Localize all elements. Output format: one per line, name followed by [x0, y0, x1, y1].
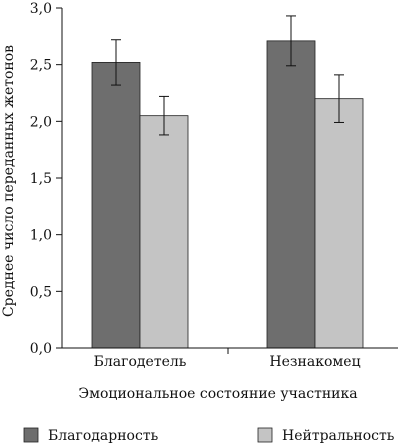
- y-tick-label: 2,5: [30, 58, 52, 74]
- bar-neutral-1: [314, 98, 364, 349]
- bar-gratitude-0: [91, 62, 141, 349]
- x-axis-categories: Благодетель Незнакомец: [94, 348, 361, 370]
- bars: [91, 40, 364, 349]
- bar-gratitude-1: [266, 40, 316, 349]
- error-bars: [111, 15, 344, 136]
- y-tick-label: 2,0: [30, 114, 52, 130]
- x-category-label: Благодетель: [94, 354, 187, 370]
- bar-neutral-0: [139, 115, 189, 349]
- legend-label: Нейтральность: [282, 428, 395, 444]
- y-tick-label: 0,5: [30, 284, 52, 300]
- y-tick-label: 0,0: [30, 341, 52, 357]
- y-tick-label: 1,5: [30, 171, 52, 187]
- x-axis-title: Эмоциональное состояние участника: [78, 386, 357, 402]
- legend-swatch: [257, 427, 273, 443]
- y-axis-ticks: 0,0 0,5 1,0 1,5 2,0 2,5 3,0: [30, 1, 62, 357]
- legend-label: Благодарность: [48, 428, 159, 444]
- y-tick-label: 1,0: [30, 228, 52, 244]
- legend: Благодарность Нейтральность: [23, 427, 395, 444]
- x-category-label: Незнакомец: [269, 354, 360, 370]
- y-tick-label: 3,0: [30, 1, 52, 17]
- y-axis-title: Среднее число переданных жетонов: [1, 45, 17, 317]
- legend-swatch: [23, 427, 39, 443]
